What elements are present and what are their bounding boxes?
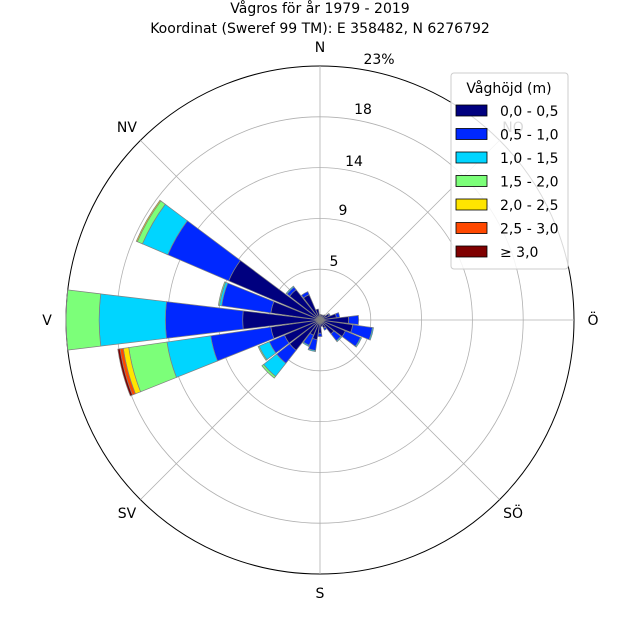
legend-swatch xyxy=(455,175,488,187)
radial-tick-label: 23% xyxy=(363,52,394,68)
rose-bar-segment xyxy=(166,335,218,378)
legend-label: 1,0 - 1,5 xyxy=(500,151,558,167)
legend-items: 0,0 - 0,5 0,5 - 1,0 1,0 - 1,5 1,5 - 2,0 2,0 … xyxy=(455,104,558,261)
rose-bar-segment xyxy=(354,336,363,348)
legend-label: 0,0 - 0,5 xyxy=(500,104,558,120)
legend-label: 2,5 - 3,0 xyxy=(500,222,558,238)
rose-bar-segment xyxy=(135,199,162,243)
rose-bar-segment xyxy=(307,348,316,353)
rose-bars xyxy=(65,199,374,397)
compass-label: N xyxy=(315,40,325,56)
legend-swatch xyxy=(455,104,488,117)
compass-label: V xyxy=(42,313,52,329)
rose-bar-segment xyxy=(348,315,360,325)
rose-bar-segment xyxy=(302,341,310,347)
chart-subtitle: Koordinat (Sweref 99 TM): E 358482, N 62… xyxy=(150,21,490,37)
legend-label: ≥ 3,0 xyxy=(500,245,538,261)
radial-tick-label: 9 xyxy=(339,203,348,219)
rose-bar-segment xyxy=(261,363,277,379)
rose-bar-segment xyxy=(285,285,295,295)
legend: Våghöjd (m) 0,0 - 0,5 0,5 - 1,0 1,0 - 1,5 1… xyxy=(450,72,569,270)
rose-bar-segment xyxy=(315,308,321,321)
legend-label: 2,0 - 2,5 xyxy=(500,198,558,214)
rose-bar-segment xyxy=(334,312,341,319)
rose-bar-segment xyxy=(257,345,268,361)
legend-swatch xyxy=(455,222,488,234)
compass-label: SÖ xyxy=(503,504,523,522)
radial-tick-labels: 5 9 14 18 23% xyxy=(330,52,395,270)
legend-label: 0,5 - 1,0 xyxy=(500,128,558,144)
rose-bar-segment xyxy=(217,281,227,306)
compass-label: S xyxy=(316,586,325,602)
legend-swatch xyxy=(455,128,488,140)
compass-label: SV xyxy=(118,506,137,522)
chart-title: Vågros för år 1979 - 2019 xyxy=(230,0,409,17)
compass-label: NV xyxy=(117,120,137,136)
rose-bar-segment xyxy=(335,335,343,343)
legend-swatch xyxy=(455,151,488,164)
rose-bar-segment xyxy=(323,326,328,331)
radial-tick-label: 18 xyxy=(354,102,372,118)
rose-bar-segment xyxy=(98,293,167,347)
legend-swatch xyxy=(455,198,488,211)
rose-bar-segment xyxy=(117,348,133,397)
legend-label: 1,5 - 2,0 xyxy=(500,175,558,191)
rose-bar-segment xyxy=(368,327,374,341)
radial-tick-label: 5 xyxy=(330,254,339,270)
legend-frame xyxy=(450,72,569,270)
rose-bar-segment xyxy=(65,289,102,351)
rose-bar-segment xyxy=(300,291,310,299)
radial-tick-label: 14 xyxy=(345,154,363,170)
legend-title: Våghöjd (m) xyxy=(466,80,551,97)
legend-swatch xyxy=(455,245,488,258)
grid-spoke xyxy=(319,319,500,500)
rose-bar-segment xyxy=(317,332,323,337)
compass-label: Ö xyxy=(587,311,598,329)
